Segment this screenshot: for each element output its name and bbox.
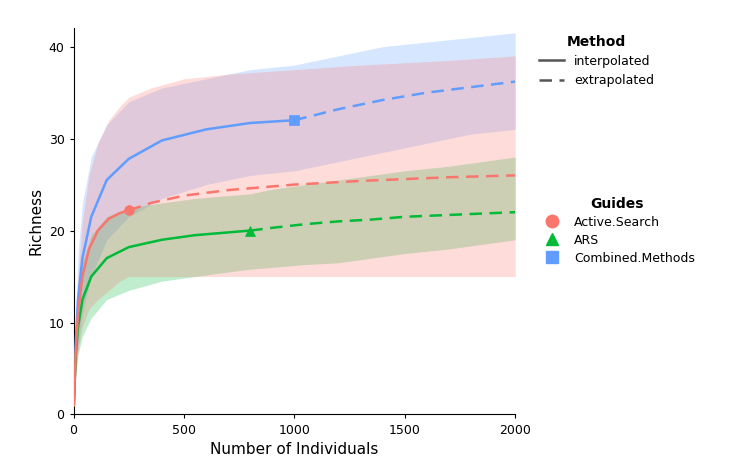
X-axis label: Number of Individuals: Number of Individuals <box>210 442 378 457</box>
Y-axis label: Richness: Richness <box>28 187 43 255</box>
Legend: Active.Search, ARS, Combined.Methods: Active.Search, ARS, Combined.Methods <box>539 197 695 265</box>
